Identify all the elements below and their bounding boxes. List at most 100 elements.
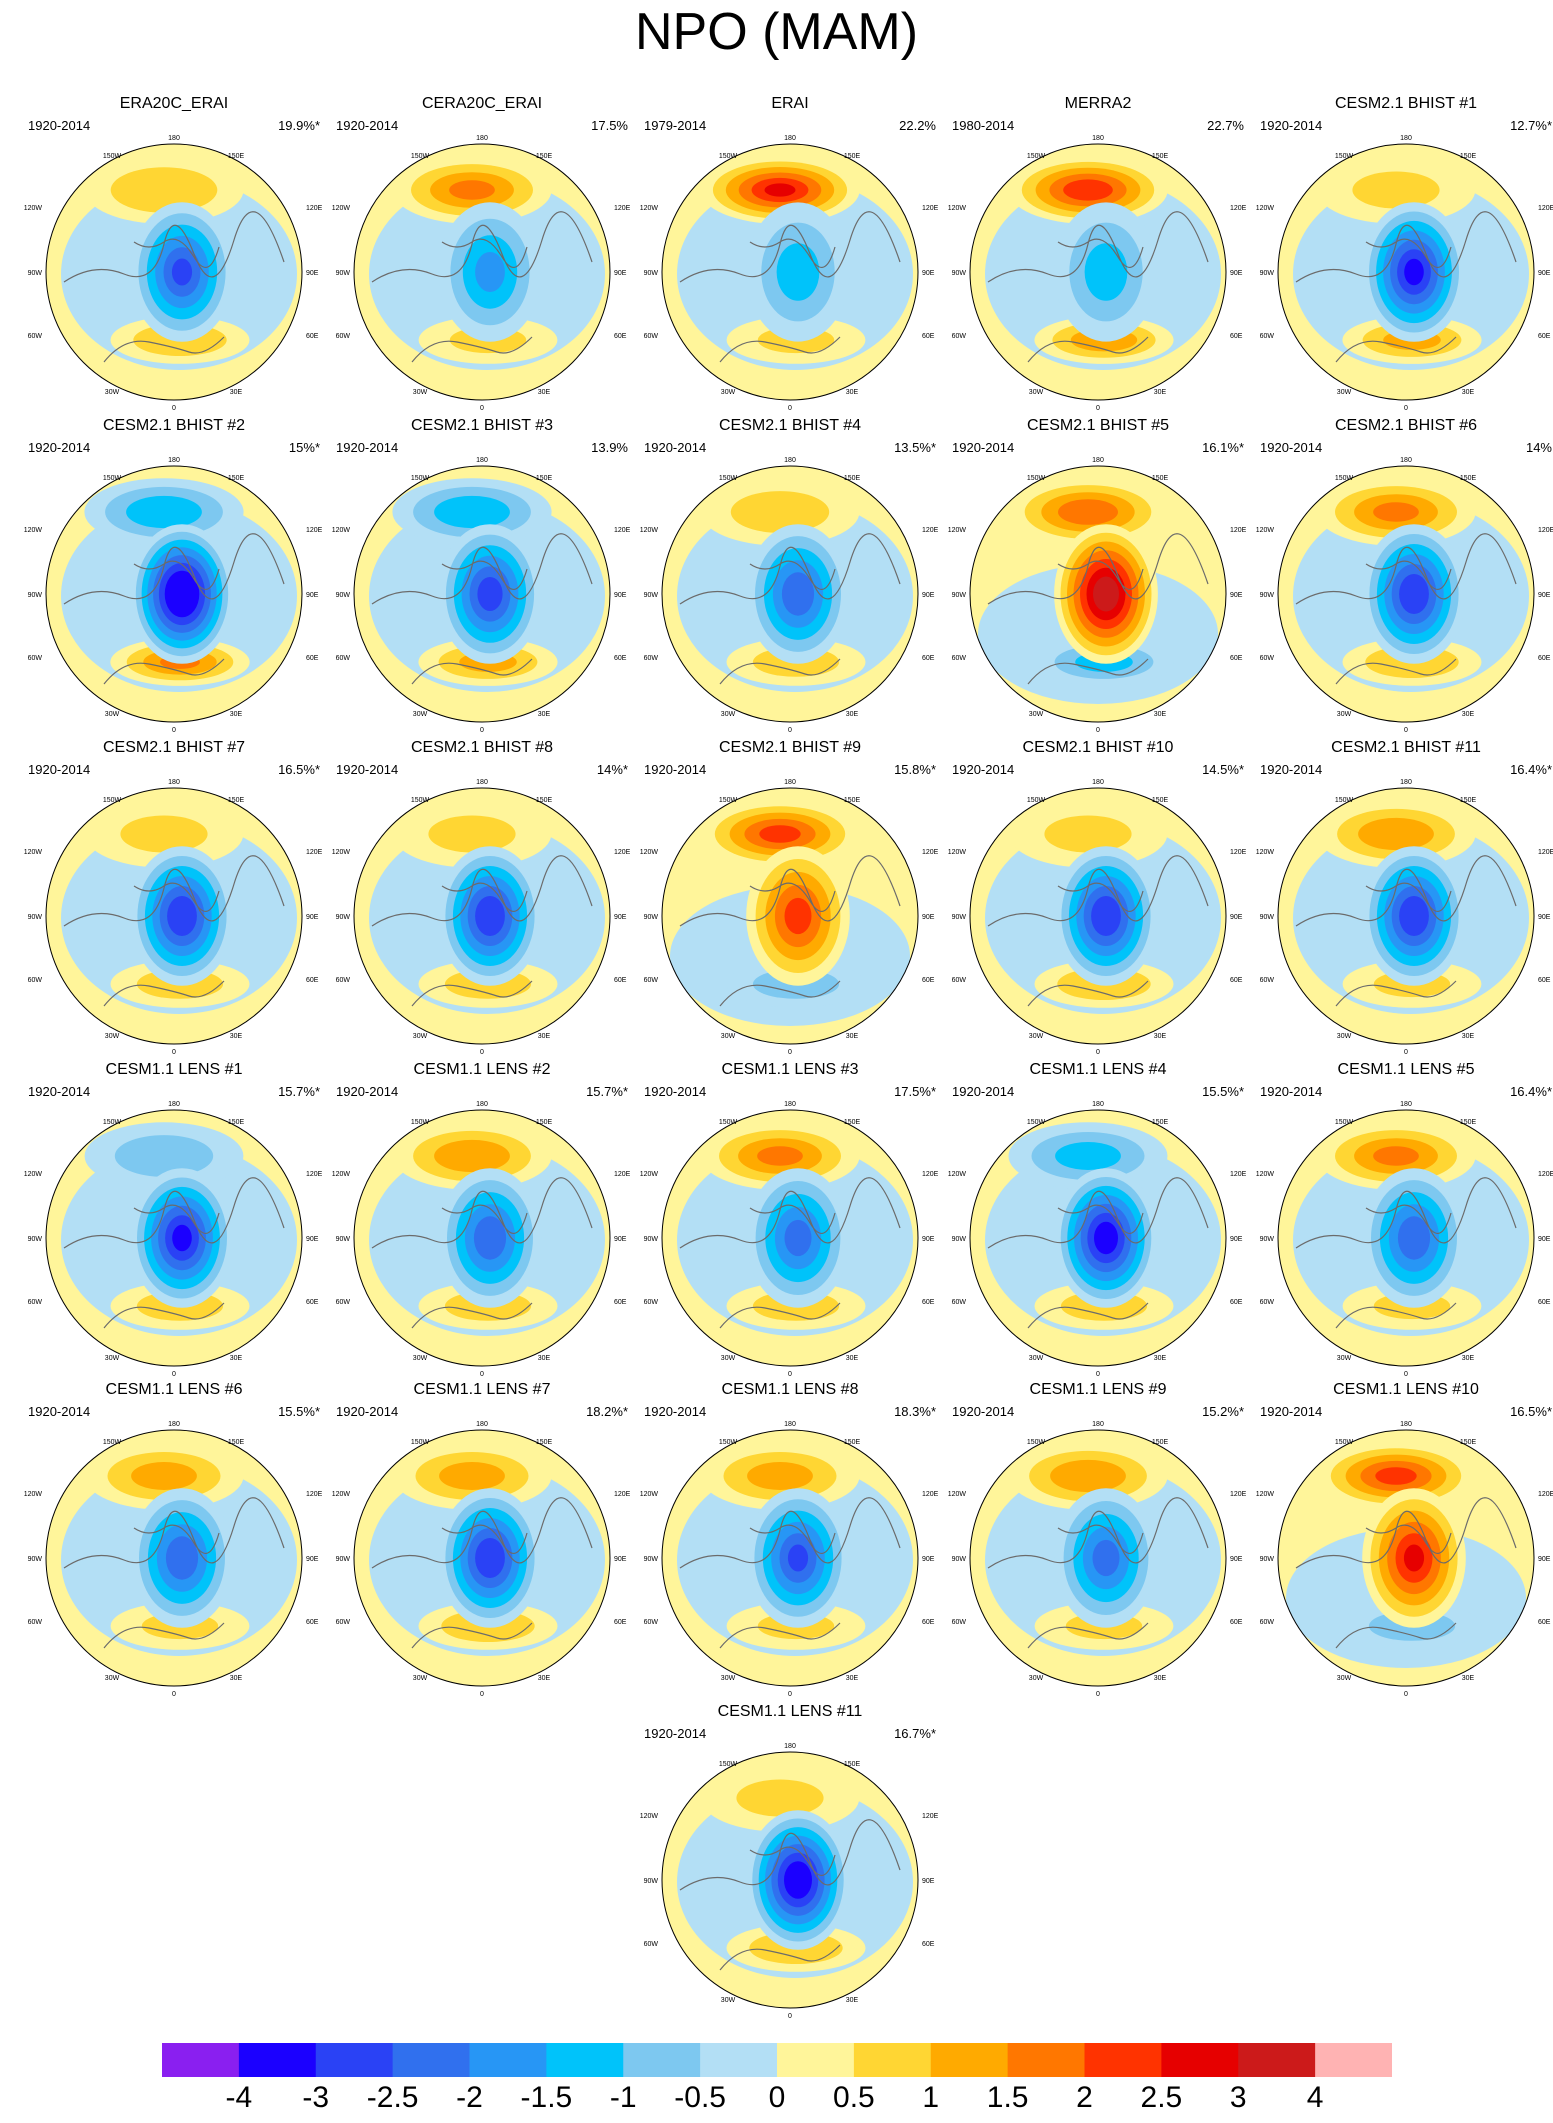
degree-label: 90E [922,1556,935,1563]
coastline [1295,533,1517,685]
degree-label: 180 [784,135,796,142]
polar-map: 180 150W 150E 120W 120E 90W 90E 60W 60E 30W 30E 0 [24,779,323,1056]
map-panel: CERA20C_ERAI 1920-2014 17.5% 180 150W 150E 120… [330,94,634,412]
degree-label: 150E [1460,797,1477,804]
degree-label: 30E [1462,1033,1475,1040]
colorbar-tick-label: -4 [225,2081,253,2114]
degree-label: 90W [1260,1236,1275,1243]
figure-title: NPO (MAM) [634,3,919,61]
degree-label: 30W [721,1997,736,2004]
degree-label: 30E [538,711,551,718]
degree-label: 30E [846,1675,859,1682]
coastline [63,1177,285,1329]
map-panel: CESM1.1 LENS #11 1920-2014 16.7%* 180 150W 15… [638,1702,942,2020]
colorbar-swatch [238,2043,317,2077]
degree-label: 30W [721,1675,736,1682]
panel-title: CESM1.1 LENS #10 [1333,1381,1479,1398]
panel-period: 1920-2014 [336,1404,399,1419]
map-border [1277,787,1535,1045]
degree-label: 150W [1027,1119,1046,1126]
degree-label: 180 [168,1101,180,1108]
degree-label: 30W [721,389,736,396]
degree-label: 180 [784,1743,796,1750]
degree-label: 0 [1096,1049,1100,1056]
degree-label: 60E [1538,655,1551,662]
panel-period: 1920-2014 [28,1404,91,1419]
degree-label: 120E [922,1813,939,1820]
map-border [661,787,919,1045]
map-panel: CESM1.1 LENS #2 1920-2014 15.7%* 180 150W 150… [330,1060,634,1378]
arctic-contour [1084,243,1128,301]
degree-label: 150E [1152,1439,1169,1446]
degree-label: 60W [28,655,43,662]
map-border [661,1751,919,2009]
map-border [661,1109,919,1367]
panel-variance: 15.5%* [1202,1084,1244,1099]
degree-label: 30E [538,1033,551,1040]
polar-map: 180 150W 150E 120W 120E 90W 90E 60W 60E 30W 30E 0 [640,779,939,1056]
degree-label: 30W [1337,1355,1352,1362]
panel-period: 1920-2014 [644,440,707,455]
panel-variance: 15%* [288,440,320,455]
pacific-contour [131,1462,197,1490]
degree-label: 120W [948,849,967,856]
degree-label: 30W [1029,711,1044,718]
colorbar-labels: -4 -3 -2.5 -2 -1.5 -1 -0.5 0 0.5 1 1.5 2 2.5 3 4 [0,2080,1553,2120]
degree-label: 150W [1027,475,1046,482]
degree-label: 150W [411,797,430,804]
degree-label: 90W [644,1556,659,1563]
degree-label: 120W [1256,1171,1275,1178]
panel-period: 1920-2014 [1260,118,1323,133]
degree-label: 30W [105,1675,120,1682]
degree-label: 90W [644,1878,659,1885]
coastline [63,855,285,1007]
degree-label: 120W [24,849,43,856]
degree-label: 90E [922,270,935,277]
coastline [987,211,1209,363]
panel-period: 1920-2014 [28,762,91,777]
arctic-contour [477,577,503,611]
pacific-contour [1375,1467,1417,1485]
coastline [371,855,593,1007]
colorbar-tick-label: 4 [1306,2081,1324,2114]
pacific-contour [757,1146,803,1166]
polar-map: 180 150W 150E 120W 120E 90W 90E 60W 60E 30W 30E 0 [332,1421,631,1698]
pacific-contour [1050,1459,1126,1493]
polar-map: 180 150W 150E 120W 120E 90W 90E 60W 60E 30W 30E 0 [24,1421,323,1698]
degree-label: 90E [1538,914,1551,921]
panel-title: CESM2.1 BHIST #2 [103,417,245,434]
polar-map: 180 150W 150E 120W 120E 90W 90E 60W 60E 30W 30E 0 [24,1101,323,1378]
coastline [679,1819,901,1971]
colorbar-swatch [1007,2043,1086,2077]
panel-title: CESM2.1 BHIST #3 [411,417,553,434]
panel-variance: 13.5%* [894,440,936,455]
map-border [45,1429,303,1687]
degree-label: 90W [28,1556,43,1563]
arctic-contour [171,258,193,286]
polar-map: 180 150W 150E 120W 120E 90W 90E 60W 60E 30W 30E 0 [332,779,631,1056]
coastline [63,211,285,363]
degree-label: 150E [536,153,553,160]
colorbar-tick-label: -1.5 [520,2081,573,2114]
colorbar-swatch [1161,2043,1239,2077]
map-panel: CESM2.1 BHIST #2 1920-2014 15%* 180 150W 150E… [22,416,326,734]
degree-label: 60W [336,655,351,662]
degree-label: 120W [640,1491,659,1498]
coastline [987,1177,1209,1329]
pacific-contour [1055,1142,1121,1170]
degree-label: 120E [614,205,631,212]
arctic-contour [1403,1544,1425,1572]
degree-label: 60W [952,1299,967,1306]
panel-period: 1979-2014 [644,118,707,133]
degree-label: 60W [952,655,967,662]
arctic-contour [776,243,820,301]
degree-label: 0 [1404,1049,1408,1056]
degree-label: 0 [1404,727,1408,734]
degree-label: 150E [1460,1439,1477,1446]
degree-label: 30E [846,1033,859,1040]
panel-title: CESM1.1 LENS #4 [1029,1061,1167,1078]
degree-label: 90E [922,592,935,599]
degree-label: 60W [952,333,967,340]
degree-label: 30W [105,711,120,718]
degree-label: 0 [480,727,484,734]
